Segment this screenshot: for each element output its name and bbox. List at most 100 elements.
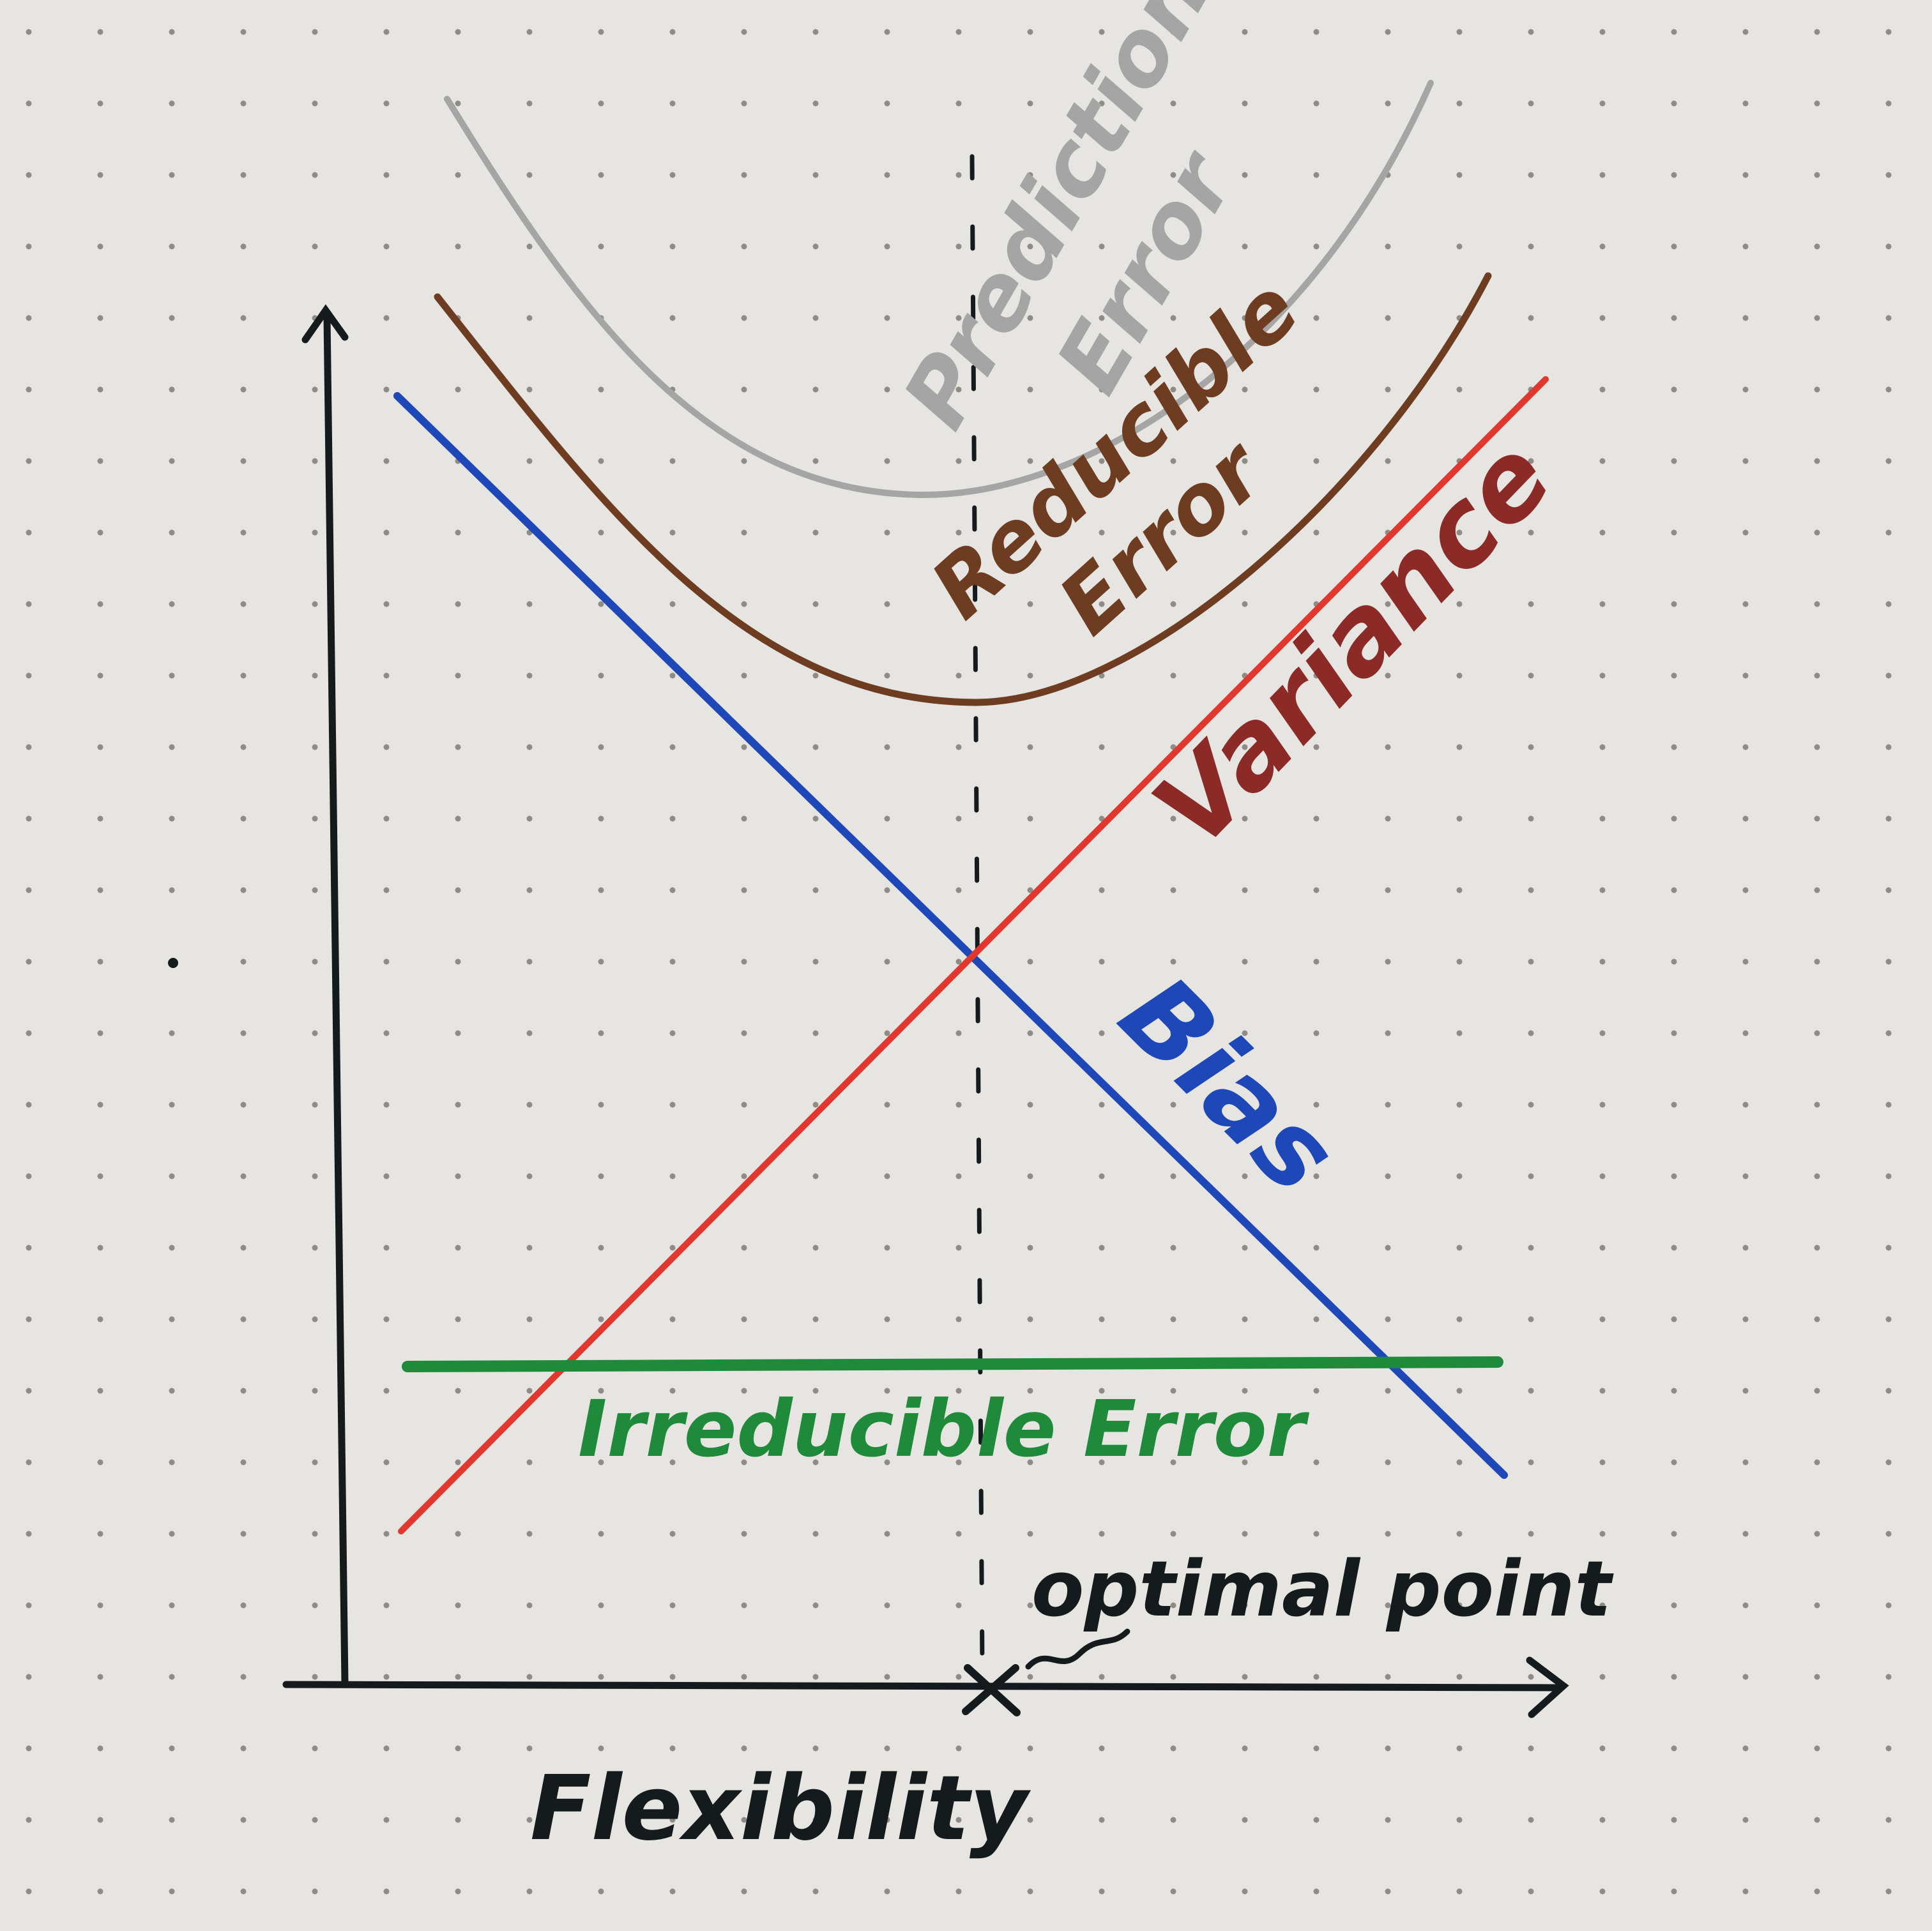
grid-dot xyxy=(1027,100,1033,107)
reducible-error-curve xyxy=(434,272,1492,706)
grid-dot xyxy=(1814,887,1820,893)
grid-dot xyxy=(455,1674,461,1680)
grid-dot xyxy=(955,29,962,35)
grid-dot xyxy=(955,1745,962,1752)
grid-dot xyxy=(741,315,747,321)
grid-dot xyxy=(383,1030,390,1036)
grid-dot xyxy=(884,1459,890,1465)
grid-dot xyxy=(1313,815,1320,822)
grid-dot xyxy=(598,1888,604,1895)
grid-dot xyxy=(884,1102,890,1108)
grid-dot xyxy=(1313,1030,1320,1036)
grid-dot xyxy=(312,1531,318,1537)
grid-dot xyxy=(1885,1531,1892,1537)
grid-dot xyxy=(1599,672,1606,679)
grid-dot xyxy=(1099,1531,1105,1537)
grid-dot xyxy=(1099,1817,1105,1823)
grid-dot xyxy=(955,1888,962,1895)
grid-dot xyxy=(169,100,175,107)
grid-dot xyxy=(1814,1316,1820,1322)
grid-dot xyxy=(955,1817,962,1823)
grid-dot xyxy=(1814,672,1820,679)
grid-dot xyxy=(955,958,962,965)
grid-dot xyxy=(1885,1245,1892,1251)
grid-dot xyxy=(812,601,819,607)
grid-dot xyxy=(1671,744,1677,750)
grid-dot xyxy=(884,1316,890,1322)
grid-dot xyxy=(1099,243,1105,250)
grid-dot xyxy=(1385,1388,1391,1394)
grid-dot xyxy=(598,601,604,607)
grid-dot xyxy=(669,1745,676,1752)
grid-dot xyxy=(1742,1531,1749,1537)
grid-dot xyxy=(1385,29,1391,35)
grid-dot xyxy=(26,100,32,107)
grid-dot xyxy=(455,1888,461,1895)
grid-dot xyxy=(383,1245,390,1251)
grid-dot xyxy=(669,1531,676,1537)
grid-dot xyxy=(526,1674,533,1680)
grid-dot xyxy=(1456,243,1463,250)
grid-dot xyxy=(1528,1888,1534,1895)
grid-dot xyxy=(1671,1745,1677,1752)
grid-dot xyxy=(1099,29,1105,35)
grid-dot xyxy=(1671,29,1677,35)
grid-dot xyxy=(1599,744,1606,750)
grid-dot xyxy=(312,887,318,893)
grid-dot xyxy=(741,601,747,607)
grid-dot xyxy=(1385,1888,1391,1895)
grid-dot xyxy=(169,1745,175,1752)
grid-dot xyxy=(526,887,533,893)
grid-dot xyxy=(1170,172,1176,178)
grid-dot xyxy=(1456,1173,1463,1179)
grid-dot xyxy=(669,100,676,107)
grid-dot xyxy=(1170,1531,1176,1537)
grid-dot xyxy=(741,1888,747,1895)
grid-dot xyxy=(1027,815,1033,822)
grid-dot xyxy=(383,1388,390,1394)
grid-dot xyxy=(669,1316,676,1322)
grid-dot xyxy=(169,1459,175,1465)
grid-dot xyxy=(1242,100,1248,107)
grid-dot xyxy=(955,1030,962,1036)
grid-dot xyxy=(455,1245,461,1251)
grid-dot xyxy=(312,815,318,822)
grid-dot xyxy=(1528,1316,1534,1322)
grid-dot xyxy=(1027,1173,1033,1179)
grid-dot xyxy=(383,529,390,536)
grid-dot xyxy=(1671,100,1677,107)
grid-dot xyxy=(884,744,890,750)
grid-dot xyxy=(1170,601,1176,607)
grid-dot xyxy=(884,1030,890,1036)
grid-dot xyxy=(240,1817,247,1823)
grid-dot xyxy=(598,744,604,750)
grid-dot xyxy=(1170,1102,1176,1108)
grid-dot xyxy=(1742,243,1749,250)
grid-dot xyxy=(526,672,533,679)
grid-dot xyxy=(1099,672,1105,679)
grid-dot xyxy=(1528,458,1534,464)
grid-dot xyxy=(97,29,103,35)
grid-dot xyxy=(1671,1531,1677,1537)
grid-dot xyxy=(669,1459,676,1465)
grid-dot xyxy=(97,1817,103,1823)
grid-dot xyxy=(741,1459,747,1465)
grid-dot xyxy=(26,1817,32,1823)
grid-dot xyxy=(598,815,604,822)
grid-dot xyxy=(1742,1888,1749,1895)
grid-dot xyxy=(1528,672,1534,679)
grid-dot xyxy=(26,1030,32,1036)
grid-dot xyxy=(1599,1030,1606,1036)
grid-dot xyxy=(455,1602,461,1609)
grid-dot xyxy=(383,1173,390,1179)
grid-dot xyxy=(1528,243,1534,250)
grid-dot xyxy=(1742,887,1749,893)
grid-dot xyxy=(741,172,747,178)
grid-dot xyxy=(526,1245,533,1251)
grid-dot xyxy=(1814,601,1820,607)
grid-dot xyxy=(812,1102,819,1108)
grid-dot xyxy=(1099,172,1105,178)
grid-dot xyxy=(26,172,32,178)
grid-dot xyxy=(1385,1316,1391,1322)
grid-dot xyxy=(1742,1817,1749,1823)
